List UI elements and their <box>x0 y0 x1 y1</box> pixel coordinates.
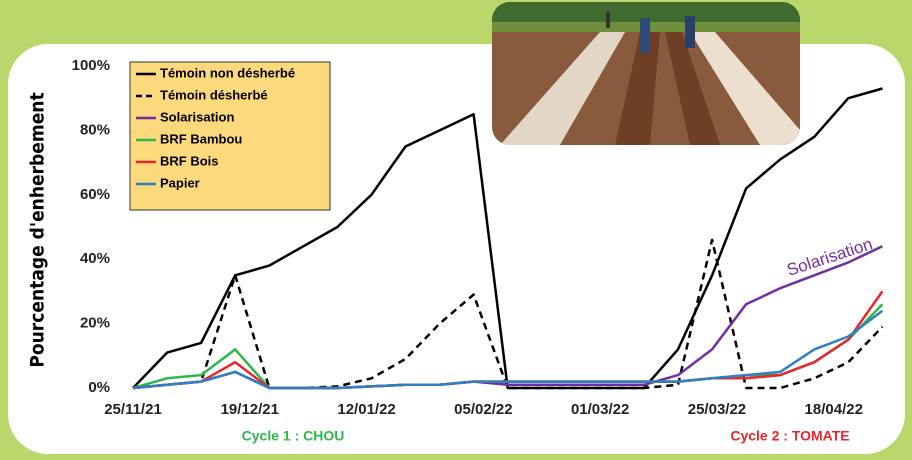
y-tick-label: 20% <box>80 315 110 332</box>
y-tick-label: 60% <box>80 186 110 203</box>
legend: Témoin non désherbé Témoin désherbé Solari… <box>129 61 331 211</box>
y-axis-label: Pourcentage d'enherbement <box>27 92 49 367</box>
x-tick-label: 12/01/22 <box>337 401 395 418</box>
legend-label: Papier <box>160 175 200 190</box>
legend-label: Témoin désherbé <box>160 87 268 102</box>
annotation: Cycle 2 : TOMATE <box>730 428 849 444</box>
x-tick-label: 18/04/22 <box>805 401 863 418</box>
x-tick-label: 25/11/21 <box>104 401 162 418</box>
legend-label: Solarisation <box>160 109 234 124</box>
legend-box <box>129 61 331 211</box>
y-tick-label: 100% <box>72 57 110 74</box>
series-line <box>132 238 884 390</box>
legend-label: BRF Bois <box>160 153 219 168</box>
photo <box>492 2 800 145</box>
y-tick-label: 40% <box>80 250 110 267</box>
x-tick-label: 19/12/21 <box>221 401 279 418</box>
series-line <box>132 87 883 390</box>
legend-label: BRF Bambou <box>160 131 242 146</box>
annotation: Cycle 1 : CHOU <box>242 428 345 444</box>
x-tick-label: 05/02/22 <box>454 401 512 418</box>
series-line <box>132 309 884 390</box>
y-tick-label: 80% <box>80 121 110 138</box>
x-tick-label: 25/03/22 <box>688 401 746 418</box>
legend-label: Témoin non désherbé <box>160 65 295 80</box>
y-tick-label: 0% <box>88 379 110 396</box>
x-tick-label: 01/03/22 <box>571 401 629 418</box>
